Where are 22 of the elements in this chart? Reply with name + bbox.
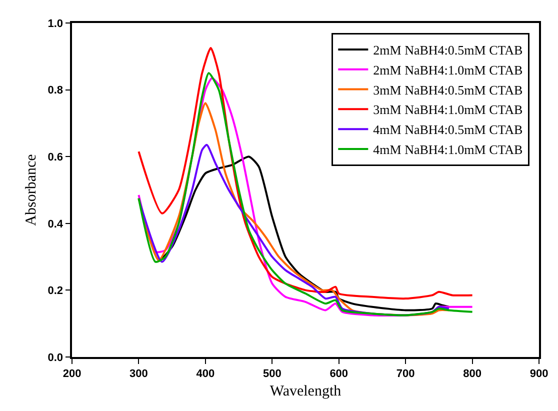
x-tick-label: 800 [463, 368, 482, 380]
y-axis-title: Absorbance [24, 154, 40, 226]
x-tick-label: 600 [330, 368, 348, 380]
y-tick-label: 1.0 [48, 18, 64, 30]
y-tick-label: 0.6 [48, 151, 64, 164]
y-tick-label: 0.2 [48, 285, 64, 298]
legend-label: 2mM NaBH4:1.0mM CTAB [373, 62, 524, 78]
y-tick-label: 0.4 [48, 218, 64, 230]
x-tick-label: 400 [196, 368, 215, 380]
y-tick-label: 0.8 [48, 84, 64, 97]
legend-label: 2mM NaBH4:0.5mM CTAB [373, 42, 524, 58]
legend-label: 3mM NaBH4:1.0mM CTAB [373, 102, 524, 118]
x-tick-label: 300 [130, 368, 148, 380]
x-tick-label: 900 [530, 368, 548, 380]
legend-label: 4mM NaBH4:0.5mM CTAB [373, 122, 524, 138]
legend-label: 3mM NaBH4:0.5mM CTAB [373, 82, 524, 98]
x-tick-label: 200 [62, 368, 82, 380]
x-axis-title: Wavelength [270, 383, 342, 400]
legend-label: 4mM NaBH4:1.0mM CTAB [373, 142, 524, 158]
x-tick-label: 700 [396, 368, 415, 380]
y-tick-label: 0.0 [48, 352, 64, 364]
x-tick-label: 500 [262, 368, 282, 380]
